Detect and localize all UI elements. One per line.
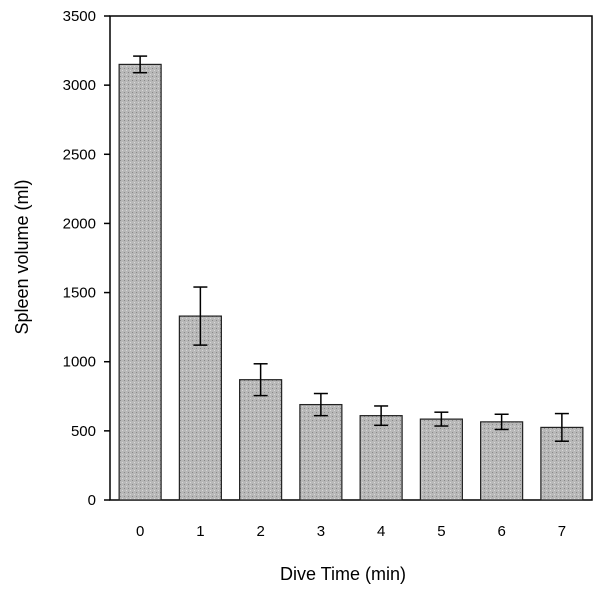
error-bar-1 (193, 286, 208, 346)
plot-frame (109, 15, 593, 501)
y-tick-label: 1000 (63, 354, 96, 371)
error-bar-7 (554, 412, 569, 442)
error-bar-2 (253, 363, 268, 397)
bar-0 (118, 63, 162, 501)
bar-4 (359, 415, 403, 501)
x-tick-label: 1 (196, 523, 204, 540)
y-axis-title: Spleen volume (ml) (12, 179, 32, 334)
error-bar-5 (434, 411, 449, 427)
x-tick-label: 5 (437, 523, 445, 540)
x-axis-title: Dive Time (min) (280, 564, 406, 584)
y-axis-ticks: 0 500 1000 1500 2000 2500 3000 3500 (63, 8, 110, 509)
y-tick-label: 2000 (63, 215, 96, 232)
x-tick-label: 3 (317, 523, 325, 540)
y-tick-label: 500 (71, 423, 96, 440)
bar-5 (419, 418, 463, 501)
y-tick-label: 3000 (63, 77, 96, 94)
x-tick-label: 7 (558, 523, 566, 540)
x-tick-label: 2 (256, 523, 264, 540)
error-bars (133, 55, 569, 442)
y-tick-label: 3500 (63, 8, 96, 25)
x-tick-label: 0 (136, 523, 144, 540)
error-bar-6 (494, 413, 509, 431)
bar-3 (299, 403, 343, 501)
bars (118, 63, 584, 501)
bar-2 (239, 379, 283, 501)
plot-area (109, 15, 593, 501)
bar-6 (480, 421, 524, 501)
y-tick-label: 1500 (63, 285, 96, 302)
y-tick-label: 2500 (63, 146, 96, 163)
error-bar-4 (374, 405, 389, 427)
error-bar-3 (313, 392, 328, 417)
y-tick-label: 0 (88, 492, 96, 509)
x-axis-ticks: 0 1 2 3 4 5 6 7 (136, 523, 566, 540)
error-bar-0 (133, 55, 148, 74)
x-tick-label: 6 (497, 523, 505, 540)
x-tick-label: 4 (377, 523, 385, 540)
